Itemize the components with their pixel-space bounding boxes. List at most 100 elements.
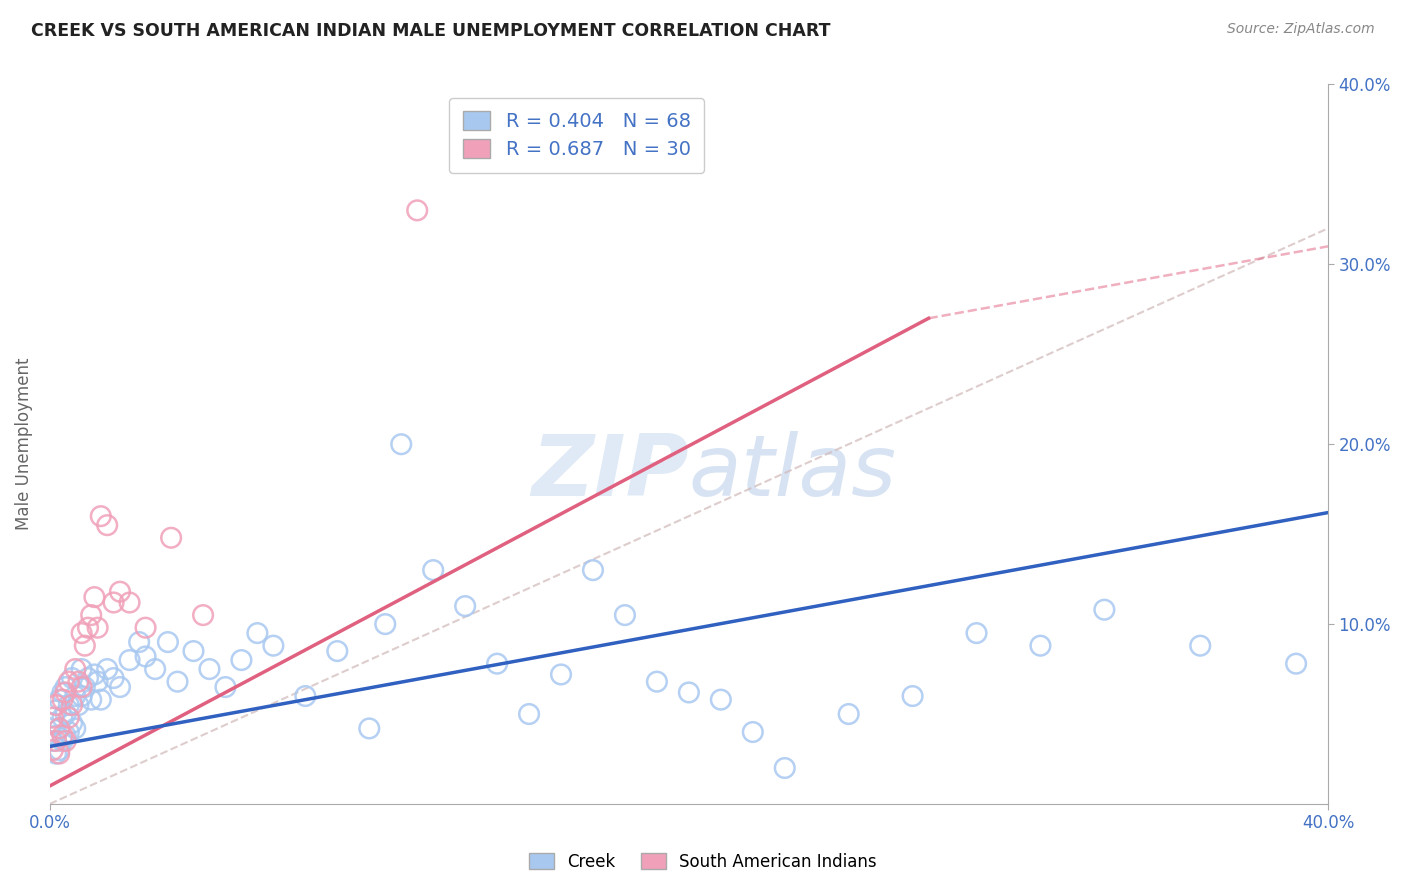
Creek [60,716,83,731]
Creek [741,725,763,739]
Creek [214,680,236,694]
Text: Source: ZipAtlas.com: Source: ZipAtlas.com [1227,22,1375,37]
South American Indians [48,747,70,761]
Creek [517,706,540,721]
Creek [231,653,253,667]
Creek [58,698,80,712]
Creek [838,706,860,721]
South American Indians [70,626,93,640]
Creek [1092,603,1115,617]
Creek [51,711,73,725]
Creek [58,725,80,739]
Creek [359,722,381,736]
Creek [70,689,93,703]
Creek [48,743,70,757]
Creek [51,734,73,748]
South American Indians [45,734,67,748]
Creek [966,626,988,640]
Creek [42,716,65,731]
South American Indians [55,685,77,699]
Creek [183,644,205,658]
South American Indians [191,608,214,623]
South American Indians [160,531,183,545]
South American Indians [96,518,118,533]
South American Indians [86,621,108,635]
Creek [326,644,349,658]
South American Indians [103,595,125,609]
South American Indians [135,621,157,635]
Creek [246,626,269,640]
Creek [156,635,179,649]
Text: atlas: atlas [689,432,897,515]
Creek [901,689,924,703]
Y-axis label: Male Unemployment: Male Unemployment [15,358,32,531]
Creek [96,662,118,676]
Creek [45,703,67,717]
South American Indians [108,584,131,599]
Creek [65,722,87,736]
Text: ZIP: ZIP [531,432,689,515]
South American Indians [83,590,105,604]
South American Indians [58,674,80,689]
Creek [486,657,509,671]
Creek [645,674,668,689]
Legend: Creek, South American Indians: Creek, South American Indians [520,845,886,880]
Creek [678,685,700,699]
Creek [55,729,77,743]
South American Indians [118,595,141,609]
Creek [86,674,108,689]
South American Indians [90,509,112,524]
South American Indians [80,608,103,623]
Creek [48,722,70,736]
South American Indians [67,674,90,689]
South American Indians [42,711,65,725]
Point [406,203,429,218]
South American Indians [51,692,73,706]
Creek [135,649,157,664]
Creek [1285,657,1308,671]
Creek [550,667,572,681]
Creek [45,729,67,743]
Text: CREEK VS SOUTH AMERICAN INDIAN MALE UNEMPLOYMENT CORRELATION CHART: CREEK VS SOUTH AMERICAN INDIAN MALE UNEM… [31,22,831,40]
South American Indians [65,662,87,676]
South American Indians [48,722,70,736]
South American Indians [70,680,93,694]
Creek [70,662,93,676]
South American Indians [51,729,73,743]
Creek [65,689,87,703]
Creek [42,734,65,748]
Creek [582,563,605,577]
Creek [374,617,396,632]
South American Indians [77,621,100,635]
Creek [80,692,103,706]
South American Indians [58,711,80,725]
Creek [454,599,477,613]
Creek [128,635,150,649]
South American Indians [60,698,83,712]
Creek [67,698,90,712]
Creek [51,685,73,699]
Legend: R = 0.404   N = 68, R = 0.687   N = 30: R = 0.404 N = 68, R = 0.687 N = 30 [450,98,704,173]
Creek [45,747,67,761]
Creek [1029,639,1052,653]
South American Indians [73,639,96,653]
South American Indians [42,743,65,757]
Creek [60,671,83,685]
Creek [166,674,188,689]
South American Indians [55,734,77,748]
Creek [48,692,70,706]
Creek [73,680,96,694]
Creek [90,692,112,706]
Creek [198,662,221,676]
South American Indians [45,698,67,712]
Creek [55,680,77,694]
Creek [613,608,636,623]
Creek [103,671,125,685]
Creek [77,671,100,685]
Creek [118,653,141,667]
Creek [710,692,733,706]
Creek [262,639,284,653]
Creek [422,563,444,577]
Creek [83,667,105,681]
Creek [55,706,77,721]
